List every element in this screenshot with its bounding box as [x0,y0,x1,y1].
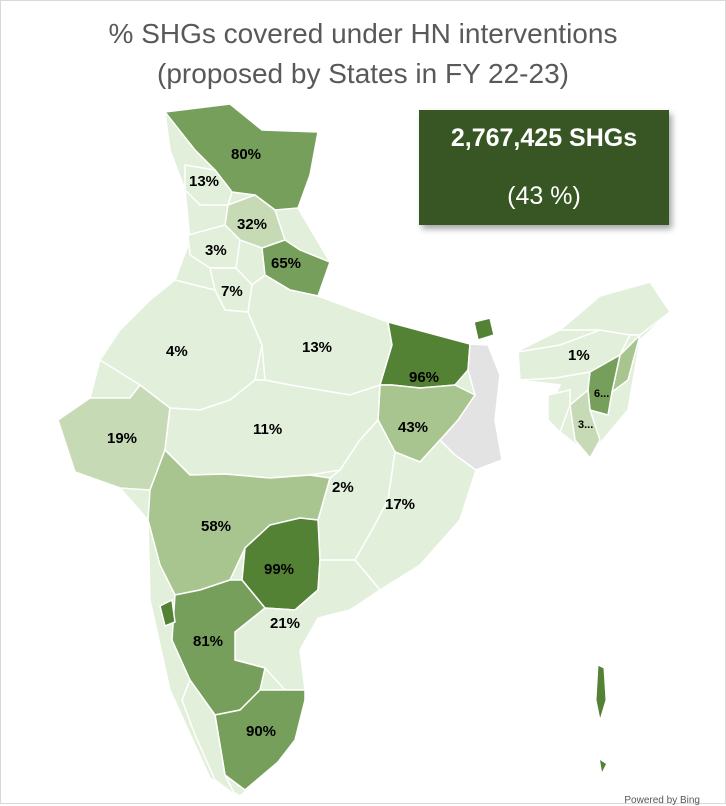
region-arunachal[interactable] [557,281,672,336]
region-meghalaya[interactable] [547,389,571,434]
region-label: 13% [302,339,332,356]
region-label: 58% [201,518,231,535]
region-sikkim[interactable] [473,317,495,341]
region-label: 7% [221,283,243,300]
region-label: 3... [578,419,593,431]
region-label: 11% [253,421,282,438]
region-tamil-nadu[interactable] [214,689,306,791]
region-label: 6... [594,388,609,400]
region-label: 80% [231,146,261,163]
region-kerala[interactable] [181,678,236,796]
region-label: 65% [271,255,301,272]
region-andaman-islands[interactable] [595,664,607,721]
region-label: 1% [568,347,590,364]
region-label: 17% [385,496,415,513]
region-jammu-kashmir[interactable] [163,103,319,211]
region-uttar-pradesh[interactable] [247,274,393,396]
region-label: 96% [409,369,439,386]
region-mizoram-tripura[interactable] [569,388,601,460]
summary-box: 2,767,425 SHGs (43 %) [419,110,669,225]
region-label: 3% [205,242,227,259]
map-title-line-2: (proposed by States in FY 22-23) [157,58,569,89]
region-label: 43% [398,419,428,436]
region-label: 21% [270,615,300,632]
summary-percent: (43 %) [507,182,581,210]
region-label: 81% [193,633,223,650]
map-title: % SHGs covered under HN interventions (p… [0,14,726,94]
region-nicobar-islands [600,760,606,772]
summary-count: 2,767,425 SHGs [450,124,638,152]
region-label: 90% [246,723,276,740]
bing-credit: Powered by Bing [624,795,700,806]
region-label: 13% [189,173,219,190]
region-label: 2% [332,479,354,496]
region-label: 32% [237,216,267,233]
map-title-line-1: % SHGs covered under HN interventions [108,18,618,49]
region-odisha[interactable] [354,438,477,591]
region-label: 99% [264,561,294,578]
region-label: 19% [107,430,137,447]
region-goa[interactable] [159,598,176,628]
region-label: 4% [166,343,188,360]
